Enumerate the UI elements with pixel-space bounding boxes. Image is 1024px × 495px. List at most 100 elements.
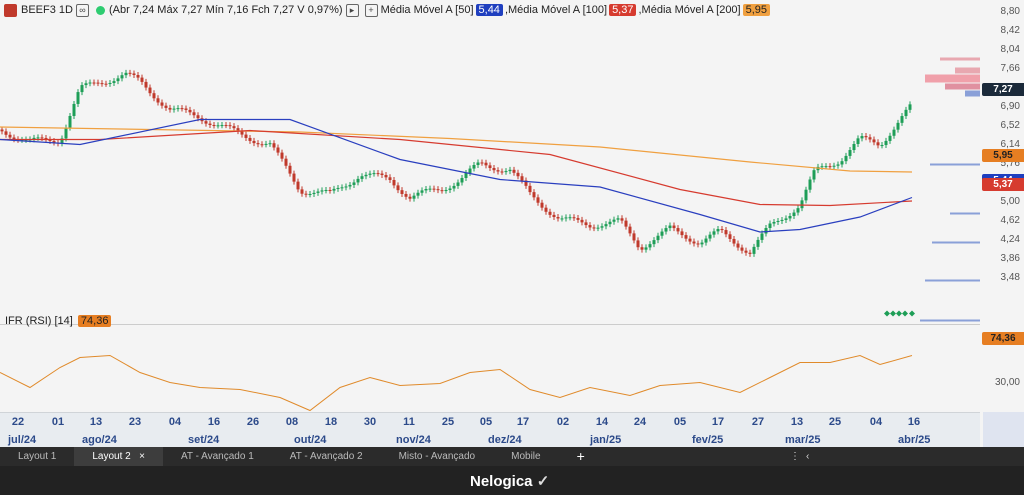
candle-body: [284, 158, 288, 166]
collapse-icon[interactable]: ▸: [345, 3, 359, 17]
rsi-line: [0, 354, 913, 412]
candle-body: [908, 104, 912, 110]
candle-body: [360, 176, 364, 179]
candle-body: [636, 240, 640, 248]
candle-body: [372, 173, 376, 175]
candle-body: [108, 82, 112, 84]
candle-body: [524, 180, 528, 186]
candle-body: [752, 246, 756, 254]
candle-body: [556, 217, 560, 219]
brand-mark-icon: ✓: [536, 473, 550, 490]
candle-body: [584, 222, 588, 226]
candle-body: [340, 187, 344, 189]
date-tick-day: 02: [556, 416, 570, 428]
price-axis[interactable]: 8,808,428,047,667,286,906,526,145,765,38…: [980, 0, 1024, 307]
date-tick-month: out/24: [294, 434, 327, 446]
ma50-value-badge: 5,44: [475, 4, 503, 16]
ticker-label[interactable]: BEEF3: [21, 4, 56, 16]
date-tick-day: 05: [673, 416, 687, 428]
candle-body: [488, 165, 492, 169]
date-tick-day: 04: [168, 416, 182, 428]
candle-body: [676, 228, 680, 232]
candle-body: [620, 218, 624, 221]
date-tick-day: 16: [207, 416, 221, 428]
candle-body: [128, 72, 132, 74]
chevron-left-icon[interactable]: ‹: [806, 451, 810, 462]
candle-body: [156, 98, 160, 103]
candle-body: [72, 103, 76, 116]
tab-at-avancado-2[interactable]: AT - Avançado 2: [289, 451, 363, 462]
tab-misto-avancado[interactable]: Misto - Avançado: [398, 451, 476, 462]
candle-body: [796, 208, 800, 213]
tab-at-avancado-1[interactable]: AT - Avançado 1: [180, 451, 254, 462]
date-tick-month: nov/24: [396, 434, 431, 446]
rsi-axis-tag: 74,36: [982, 332, 1024, 345]
candle-body: [888, 135, 892, 141]
date-tick-month: jan/25: [590, 434, 622, 446]
candle-body: [456, 182, 460, 186]
candle-body: [680, 231, 684, 236]
candle-body: [384, 175, 388, 178]
add-tab-icon[interactable]: +: [576, 448, 585, 464]
ma50-label: Média Móvel A [50]: [380, 4, 474, 16]
candle-body: [472, 165, 476, 169]
candle-body: [692, 241, 696, 244]
axis-corner: [983, 412, 1024, 447]
candle-body: [0, 129, 4, 132]
date-axis[interactable]: 22 01 13 23 04 16 26 08 18 30 11 25 05 17 02 14 24 05 17 27…: [0, 412, 980, 448]
date-tick-day: 13: [89, 416, 103, 428]
rsi-axis[interactable]: 74,36 30,00: [980, 307, 1024, 412]
candle-body: [292, 173, 296, 182]
candle-body: [172, 108, 176, 110]
candle-body: [220, 125, 224, 127]
tab-mobile[interactable]: Mobile: [511, 451, 541, 462]
candle-body: [504, 171, 508, 173]
candle-body: [628, 226, 632, 234]
price-tick: 7,66: [1000, 63, 1020, 74]
price-tick: 6,90: [1000, 101, 1020, 112]
candle-body: [332, 188, 336, 191]
candle-body: [592, 227, 596, 229]
candle-body: [700, 242, 704, 245]
candle-body: [256, 143, 260, 145]
price-tick: 5,76: [1000, 158, 1020, 169]
brand-logo: Nelogica ✓: [470, 472, 549, 490]
candle-body: [876, 142, 880, 146]
candle-body: [648, 244, 652, 248]
price-chart[interactable]: [0, 0, 980, 447]
candle-body: [192, 112, 196, 116]
candle-body: [188, 109, 192, 113]
candle-body: [76, 92, 80, 104]
candle-body: [500, 171, 504, 173]
candle-body: [812, 170, 816, 180]
tab-layout-1[interactable]: Layout 1: [18, 451, 57, 462]
candle-body: [420, 190, 424, 193]
ma200-line: [0, 126, 913, 173]
candle-body: [88, 82, 92, 84]
candle-body: [780, 219, 784, 221]
candle-body: [4, 131, 8, 135]
timeframe-label[interactable]: 1D: [58, 4, 73, 16]
add-indicator-icon[interactable]: +: [364, 3, 378, 17]
candle-body: [432, 188, 436, 190]
candle-body: [656, 235, 660, 241]
candle-body: [892, 129, 896, 136]
candle-body: [448, 188, 452, 191]
candle-body: [352, 182, 356, 185]
candle-body: [868, 137, 872, 140]
candle-body: [900, 116, 904, 123]
more-options-icon[interactable]: ⋮: [790, 451, 800, 462]
settings-icon[interactable]: ∞: [75, 3, 89, 17]
price-tick: 5,00: [1000, 196, 1020, 207]
date-tick-month: mar/25: [785, 434, 821, 446]
candle-body: [664, 228, 668, 232]
candle-body: [92, 82, 96, 84]
date-tick-day: 05: [479, 416, 493, 428]
close-tab-icon[interactable]: ×: [139, 451, 145, 462]
tab-layout-2[interactable]: Layout 2 ×: [74, 447, 163, 466]
candle-body: [120, 75, 124, 79]
price-tag: 7,27: [982, 82, 1024, 96]
candle-body: [496, 170, 500, 172]
date-tick-month: jul/24: [8, 434, 37, 446]
candle-body: [312, 192, 316, 195]
